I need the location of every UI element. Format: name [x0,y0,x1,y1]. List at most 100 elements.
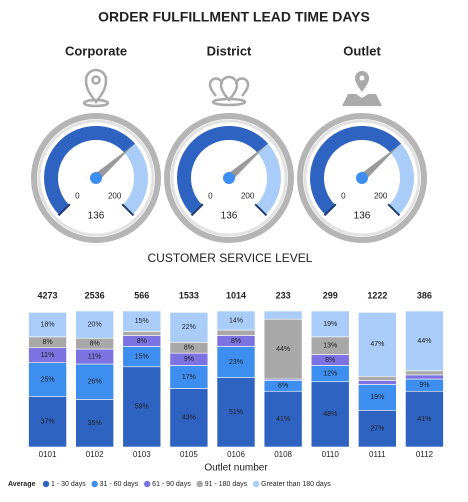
legend-label: 31 - 60 days [100,481,139,488]
legend-marker [143,480,151,488]
segment-label: 17% [182,374,196,381]
segment-label: 8% [325,357,335,364]
segment-label: 43% [182,415,196,422]
gauge-ring-inner [170,119,288,237]
bar-segment [405,370,444,376]
total-label: 566 [134,290,149,300]
segment-label: 8% [184,345,194,352]
gauge-tick [323,203,337,217]
gauge-tick [190,203,204,217]
segment-label: 9% [419,382,429,389]
gauge-value-arc [177,126,268,215]
multi-location-icon [208,75,250,107]
segment-label: 8% [90,340,100,347]
segment-label: 19% [323,321,337,328]
bar-segment [216,310,256,331]
gauge-tick-label: 0 [208,192,213,201]
segment-label: 25% [41,377,55,384]
gauge-tick [387,203,401,217]
x-tick-label: 0101 [39,450,57,459]
legend-label: 1 - 30 days [51,481,86,488]
gauge-tick-label: 200 [108,192,122,201]
segment-label: 12% [323,370,337,377]
gauge-title: Corporate [65,43,127,58]
gauge-ring [297,113,427,243]
segment-label: 22% [182,324,196,331]
segment-label: 8% [231,338,241,345]
segment-label: 41% [417,416,431,423]
total-label: 1533 [179,290,199,300]
segment-label: 47% [370,341,384,348]
x-tick-label: 0108 [274,450,292,459]
segment-label: 8% [137,338,147,345]
segment-label: 27% [370,425,384,432]
gauge-ring-inner [37,119,155,237]
bar-segment [28,312,67,338]
legend-marker [252,480,260,488]
total-label: 299 [323,290,338,300]
legend-marker [42,480,50,488]
bar-segment [122,331,162,336]
gauge-value-label: 136 [354,211,371,222]
gauge-track [255,143,281,215]
gauge-title: District [207,43,252,58]
gauge-value-arc [44,126,135,215]
gauge-needle [359,144,400,182]
segment-label: 51% [229,409,243,416]
bar-segment [358,312,397,377]
gauge-needle [93,144,134,182]
legend-label: 91 - 180 days [205,481,248,488]
bar-segment [405,374,444,380]
gauge-tick-label: 0 [341,192,346,201]
segment-label: 19% [370,394,384,401]
bar-segment [216,346,256,378]
bar-segment [28,396,67,448]
segment-label: 14% [229,317,243,324]
segment-label: 13% [323,343,337,350]
gauge-tick [121,203,135,217]
gauge-value-label: 136 [88,211,105,222]
bar-segment [358,409,397,448]
gauge-needle [226,144,267,182]
legend-marker [196,480,203,488]
segment-label: 48% [323,411,337,418]
bar-segment [358,384,397,411]
gauge-value-label: 136 [221,211,238,222]
bar-segment [358,375,397,381]
x-tick-label: 0112 [416,450,434,459]
segment-label: 59% [135,404,149,411]
segment-label: 15% [135,353,149,360]
legend-label: Greater than 180 days [261,481,331,488]
x-tick-label: 0111 [369,450,386,459]
segment-label: 35% [88,420,102,427]
bar-segment [75,310,114,339]
segment-label: 20% [88,321,102,328]
x-tick-label: 0106 [227,450,245,459]
segment-label: 8% [42,339,52,346]
segment-label: 8% [278,383,288,390]
total-label: 386 [417,290,432,300]
segment-label: 44% [417,338,431,345]
bar-segment [263,390,303,448]
x-tick-label: 0102 [86,450,104,459]
legend-label: 61 - 90 days [152,481,191,488]
x-tick-label: 0110 [322,450,340,459]
total-label: 1014 [226,290,246,300]
gauge-track [122,143,148,215]
total-label: 233 [276,290,291,300]
gauge-tick [57,203,71,217]
location-icon [82,68,110,108]
gauge-tick [254,203,268,217]
legend-title: Average [8,481,35,488]
gauge-hub [356,172,368,184]
bar-segment [263,310,303,320]
segment-label: 9% [184,356,194,363]
gauge-tick-label: 200 [374,192,388,201]
segment-label: 11% [41,352,55,359]
segment-label: 44% [276,346,290,353]
legend-marker [91,480,98,488]
gauge-tick-label: 200 [241,192,255,201]
gauge-ring-inner [303,119,421,237]
segment-label: 18% [41,321,55,328]
gauge-ring [164,113,294,243]
